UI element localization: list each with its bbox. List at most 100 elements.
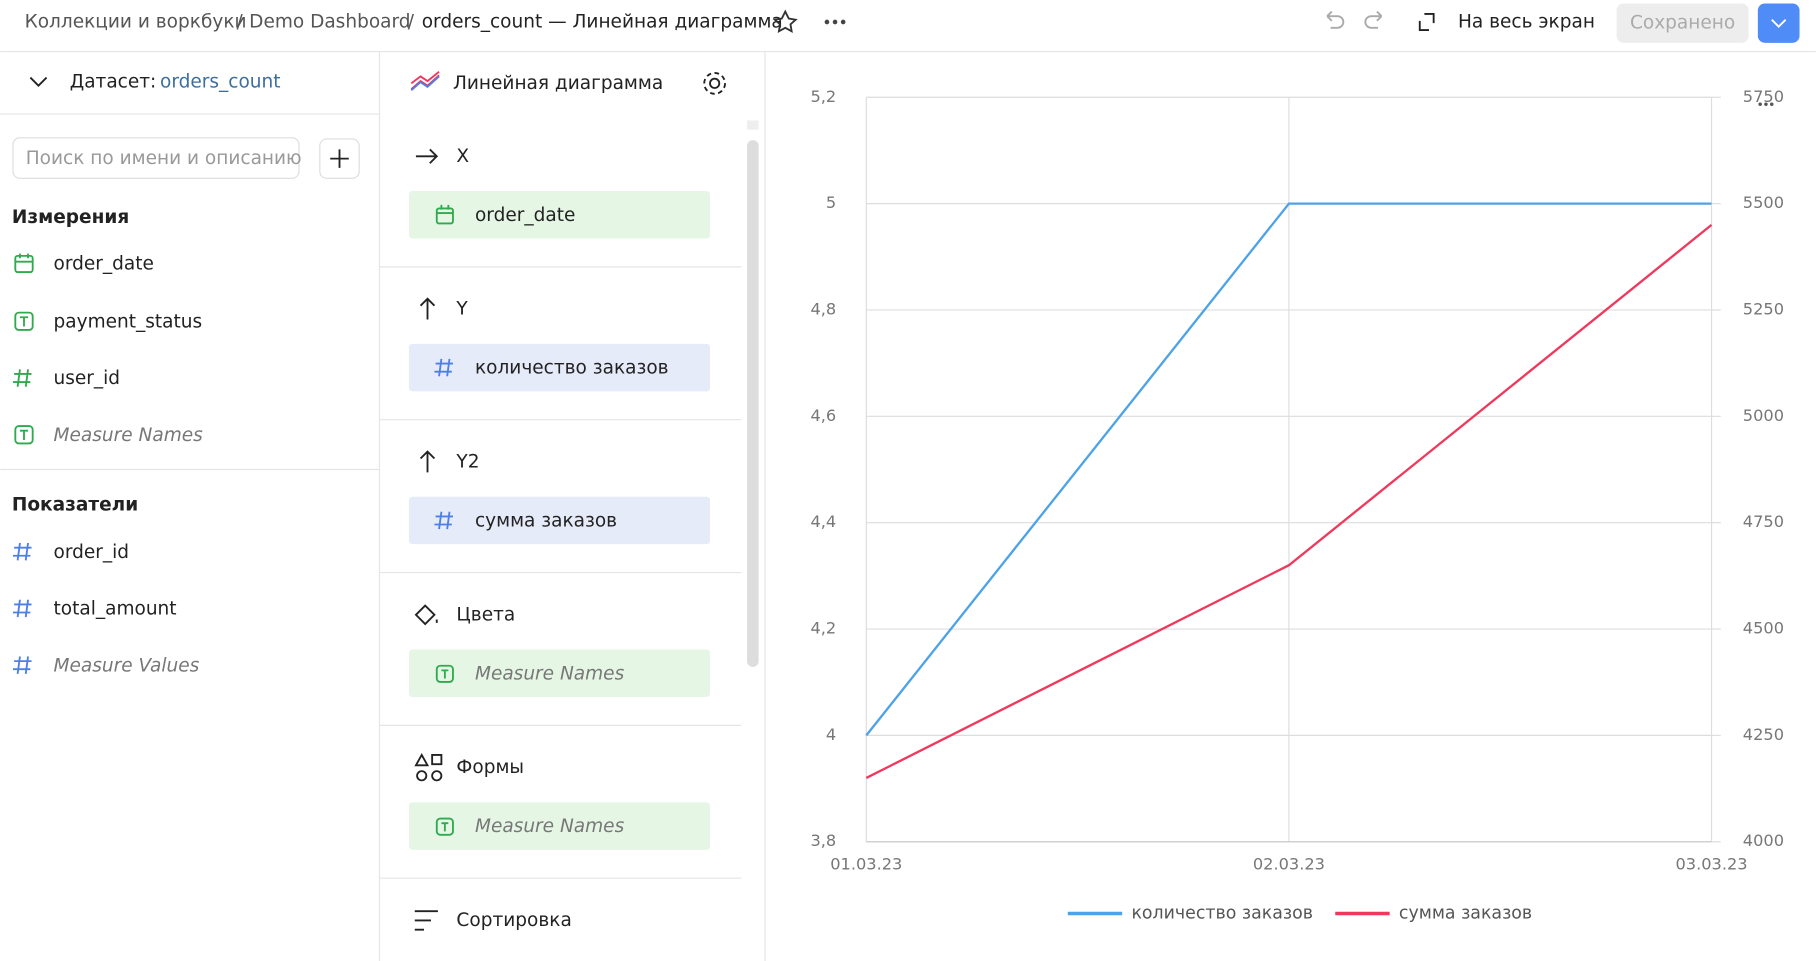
section-title: Сортировка — [456, 910, 571, 931]
field-chip[interactable] — [408, 496, 711, 545]
y-tick-label: 4,4 — [810, 512, 836, 531]
more-icon[interactable] — [824, 19, 846, 25]
section-icon — [414, 604, 438, 626]
y2-tick-label: 5500 — [1743, 193, 1784, 212]
x-tick-label: 02.03.23 — [1253, 854, 1325, 873]
section-title: Y — [455, 299, 468, 320]
y-tick-label: 5 — [826, 193, 836, 212]
field-name: количество заказов — [475, 358, 669, 379]
field[interactable]: order_date — [54, 253, 154, 274]
y2-tick-label: 4500 — [1743, 619, 1784, 638]
search-placeholder: Поиск по имени и описанию — [26, 148, 302, 169]
date-icon — [436, 204, 453, 214]
field-chip[interactable] — [408, 191, 711, 239]
field-name: Measure Names — [475, 663, 625, 684]
section-title: Показатели — [12, 494, 138, 515]
save-label: Сохранено — [1630, 13, 1735, 34]
text-icon — [441, 669, 449, 679]
star-icon[interactable] — [772, 9, 798, 33]
fullscreen-button[interactable]: На весь экран — [1458, 11, 1595, 32]
y2-tick-label: 5250 — [1743, 299, 1784, 318]
breadcrumb[interactable]: Коллекции и воркбуки — [25, 11, 247, 32]
section-icon — [419, 450, 436, 473]
search-input[interactable] — [12, 137, 300, 179]
section-icon — [414, 910, 438, 931]
text-icon — [14, 311, 34, 331]
y2-tick-label: 4000 — [1743, 831, 1784, 850]
y-tick-label: 4,6 — [810, 406, 836, 425]
y-tick-label: 4,2 — [810, 619, 836, 638]
y-tick-label: 3,8 — [810, 831, 836, 850]
number-icon — [12, 542, 32, 561]
y2-tick-label: 5750 — [1743, 87, 1784, 106]
number-icon — [12, 369, 32, 387]
field-chip[interactable] — [408, 649, 711, 698]
field-name: Measure Names — [475, 816, 625, 837]
number-icon — [12, 599, 32, 618]
number-icon — [434, 358, 453, 377]
plus-icon — [330, 149, 349, 168]
section-title: Измерения — [12, 207, 129, 228]
date-icon — [435, 207, 454, 225]
number-icon — [12, 656, 32, 674]
y-tick-label: 4 — [826, 725, 836, 744]
y2-tick-label: 4750 — [1743, 512, 1784, 531]
scroll-arrow[interactable] — [747, 120, 759, 130]
field[interactable]: payment_status — [54, 311, 203, 332]
series-line — [865, 202, 1712, 737]
text-icon — [435, 817, 454, 836]
redo-icon[interactable] — [1364, 10, 1383, 29]
save-button[interactable] — [1616, 3, 1749, 43]
section-title: X — [456, 146, 469, 167]
collapse-icon[interactable] — [29, 76, 48, 87]
text-icon — [441, 822, 449, 832]
separator: / — [408, 11, 415, 32]
date-icon — [14, 253, 34, 274]
text-icon — [14, 425, 34, 445]
dataset-label: Датасет: — [70, 72, 157, 93]
field-chip[interactable] — [408, 802, 711, 850]
section-icon — [419, 297, 436, 320]
field-name: order_date — [475, 205, 575, 226]
scrollbar[interactable] — [747, 140, 759, 667]
x-tick-label: 01.03.23 — [830, 854, 902, 873]
series-line — [865, 223, 1713, 779]
undo-icon[interactable] — [1326, 10, 1345, 29]
field[interactable]: Measure Values — [54, 655, 200, 676]
y2-tick-label: 4250 — [1743, 725, 1784, 744]
field[interactable]: total_amount — [54, 599, 177, 620]
field-chip[interactable] — [408, 343, 711, 392]
chart: 3,8 4 4,2 4,4 4,6 4,8 5 5,2 4000 4250 4500 4750 5000… — [810, 87, 1784, 924]
field-name: сумма заказов — [475, 511, 617, 532]
section-title: Y2 — [455, 451, 479, 472]
chart-menu-icon[interactable] — [1758, 102, 1774, 106]
section-icon — [415, 148, 439, 164]
field[interactable]: order_id — [54, 542, 130, 563]
chart-type[interactable]: Линейная диаграмма — [453, 73, 663, 94]
save-menu-button[interactable] — [1757, 3, 1800, 43]
legend-label[interactable]: сумма заказов — [1399, 904, 1532, 924]
section-icon — [414, 752, 443, 782]
fullscreen-icon[interactable] — [1418, 12, 1435, 32]
text-icon — [435, 664, 454, 683]
y2-tick-label: 5000 — [1743, 406, 1784, 425]
field[interactable]: user_id — [54, 368, 121, 389]
y-tick-label: 5,2 — [810, 87, 836, 106]
chart-type-icon — [410, 75, 440, 92]
section-title: Цвета — [456, 604, 515, 625]
legend-label[interactable]: количество заказов — [1131, 904, 1313, 924]
dataset-name[interactable]: orders_count — [160, 72, 281, 93]
breadcrumb[interactable]: Demo Dashboard — [249, 11, 410, 32]
field[interactable]: Measure Names — [54, 425, 204, 446]
chevron — [1771, 19, 1787, 28]
y-tick-label: 4,8 — [810, 299, 836, 318]
section-title: Формы — [456, 757, 524, 778]
settings-icon[interactable] — [703, 72, 726, 95]
number-icon — [434, 511, 453, 530]
page-title: orders_count — Линейная диаграмма — [422, 11, 783, 32]
separator: / — [236, 11, 243, 32]
x-tick-label: 03.03.23 — [1675, 854, 1747, 873]
